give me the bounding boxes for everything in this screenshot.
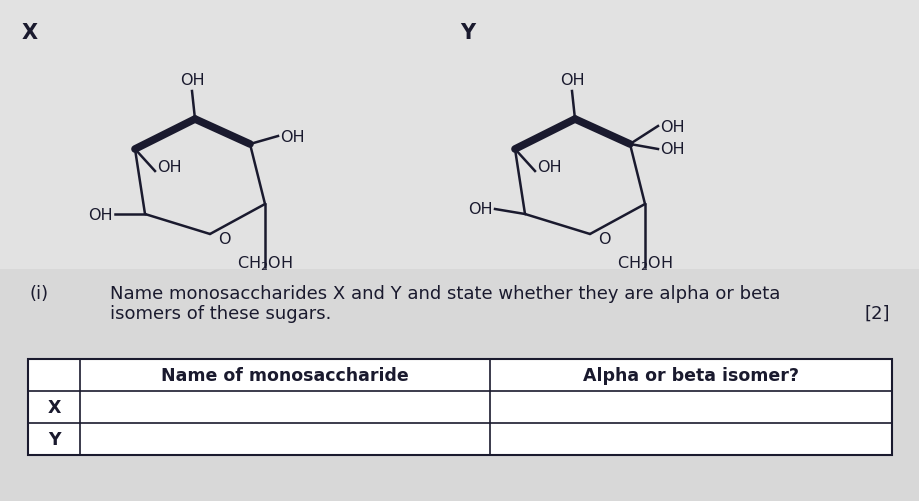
Text: OH: OH xyxy=(659,142,684,157)
Text: Name of monosaccharide: Name of monosaccharide xyxy=(161,366,408,384)
Text: OH: OH xyxy=(88,207,113,222)
Text: (i): (i) xyxy=(30,285,49,303)
FancyBboxPatch shape xyxy=(0,0,919,270)
Text: Y: Y xyxy=(48,430,60,448)
Text: X: X xyxy=(22,23,38,43)
FancyBboxPatch shape xyxy=(28,359,891,455)
Text: OH: OH xyxy=(537,160,561,175)
Text: isomers of these sugars.: isomers of these sugars. xyxy=(110,305,331,322)
Text: O: O xyxy=(597,232,610,247)
FancyBboxPatch shape xyxy=(0,270,919,501)
Text: Name monosaccharides X and Y and state whether they are alpha or beta: Name monosaccharides X and Y and state w… xyxy=(110,285,779,303)
Text: O: O xyxy=(218,232,231,247)
Text: Y: Y xyxy=(460,23,474,43)
Text: OH: OH xyxy=(559,73,584,88)
Text: OH: OH xyxy=(179,73,204,88)
Text: OH: OH xyxy=(468,202,493,217)
Text: CH$_2$OH: CH$_2$OH xyxy=(617,254,673,273)
Text: [2]: [2] xyxy=(864,305,889,322)
Text: OH: OH xyxy=(157,160,181,175)
Text: CH$_2$OH: CH$_2$OH xyxy=(237,254,292,273)
Text: Alpha or beta isomer?: Alpha or beta isomer? xyxy=(583,366,798,384)
Text: X: X xyxy=(47,398,61,416)
Text: OH: OH xyxy=(279,129,304,144)
Text: OH: OH xyxy=(659,119,684,134)
FancyBboxPatch shape xyxy=(0,0,919,282)
